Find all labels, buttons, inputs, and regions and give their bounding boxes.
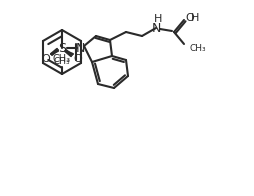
Text: CH₃: CH₃: [189, 44, 206, 53]
Text: O: O: [42, 54, 50, 64]
Text: O: O: [186, 13, 194, 23]
Text: CH₃: CH₃: [54, 57, 70, 66]
Text: CH₃: CH₃: [53, 54, 71, 64]
Text: O: O: [74, 54, 82, 64]
Text: N: N: [151, 22, 161, 34]
Text: N: N: [75, 42, 85, 54]
Text: H: H: [191, 13, 199, 23]
Text: S: S: [58, 42, 66, 54]
Text: H: H: [154, 14, 162, 24]
